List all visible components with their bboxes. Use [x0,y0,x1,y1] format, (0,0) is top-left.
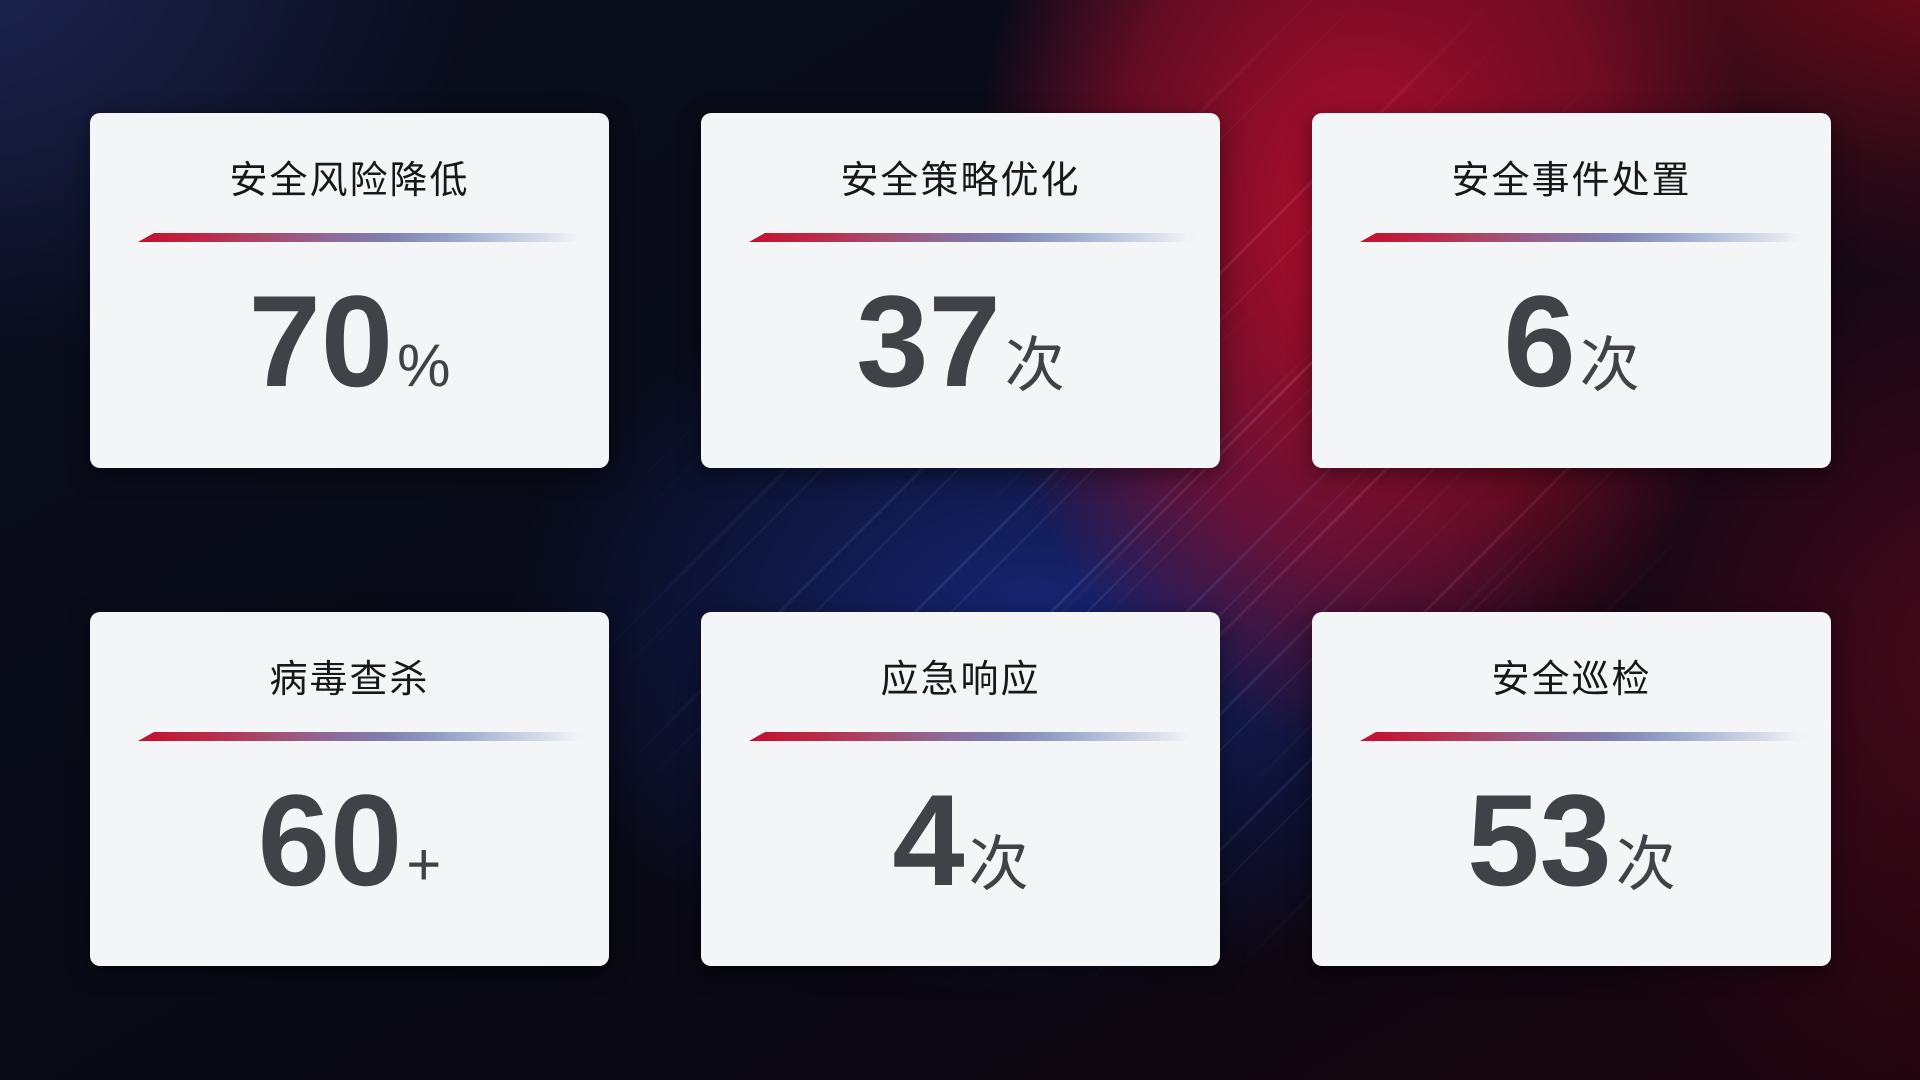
gradient-divider [1360,732,1813,741]
stat-number: 60 [257,767,403,913]
stat-card-virus-scan: 病毒查杀 60 + [90,612,609,966]
stat-value: 4 次 [892,775,1028,905]
stat-suffix: 次 [968,831,1029,898]
card-title: 安全事件处置 [1451,160,1692,202]
stat-card-policy-optimization: 安全策略优化 37 次 [701,113,1220,468]
stats-grid: 安全风险降低 70 % 安全策略优化 37 次 安全事件处置 6 次 病毒查 [90,113,1831,966]
gradient-divider [749,732,1202,741]
stat-value: 60 + [258,775,442,905]
stat-suffix: % [397,332,451,399]
stat-suffix: 次 [1004,332,1065,399]
stat-number: 4 [892,767,965,913]
stat-card-risk-reduction: 安全风险降低 70 % [90,113,609,468]
gradient-divider [749,233,1202,242]
stat-number: 37 [856,268,1001,414]
stat-number: 70 [248,268,394,414]
gradient-divider [138,233,591,242]
stat-value: 6 次 [1503,276,1639,406]
stat-suffix: 次 [1615,831,1676,898]
card-title: 安全巡检 [1491,659,1652,701]
stat-value: 37 次 [856,276,1065,406]
stat-card-emergency-response: 应急响应 4 次 [701,612,1220,966]
stat-suffix: + [406,831,442,898]
card-title: 病毒查杀 [269,659,430,701]
stat-number: 53 [1467,767,1612,913]
stat-value: 70 % [249,276,451,406]
stat-suffix: 次 [1579,332,1640,399]
card-title: 应急响应 [880,659,1041,701]
gradient-divider [1360,233,1813,242]
stat-card-security-inspection: 安全巡检 53 次 [1312,612,1831,966]
card-title: 安全策略优化 [840,160,1081,202]
stat-value: 53 次 [1467,775,1676,905]
stat-number: 6 [1503,268,1576,414]
stat-card-incident-handling: 安全事件处置 6 次 [1312,113,1831,468]
gradient-divider [138,732,591,741]
card-title: 安全风险降低 [229,160,470,202]
